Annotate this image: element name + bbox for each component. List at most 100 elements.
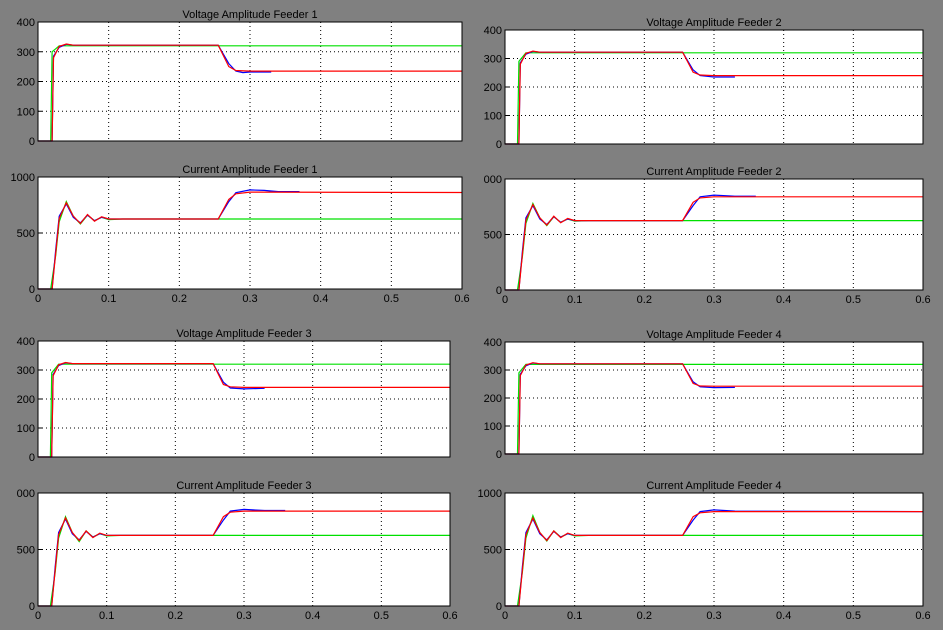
y-tick-label: 400 [484,337,502,349]
y-tick-label: 100 [484,421,502,433]
y-tick-label: 500 [484,545,502,557]
y-tick-label: 0 [29,284,35,296]
x-tick-label: 0.5 [846,610,861,622]
grid [505,30,923,144]
y-tick-label: 100 [484,111,502,123]
panel-title: Voltage Amplitude Feeder 1 [182,9,317,21]
y-tick-label: 500 [17,545,35,557]
y-tick-label: 0 [29,452,35,464]
y-tick-label: 500 [484,230,502,242]
grid [38,22,462,141]
y-tick-label: 400 [484,25,502,37]
y-tick-label: 0 [29,601,35,613]
x-tick-label: 0.1 [101,293,116,305]
grid [505,493,923,606]
grid [38,341,450,457]
series-line-red [38,361,450,458]
series-line-red [505,50,923,145]
y-tick-label: 400 [17,17,35,29]
x-tick-label: 0.2 [637,294,652,306]
x-tick-label: 0.1 [567,610,582,622]
x-tick-label: 0.4 [305,610,320,622]
axes-frame [37,21,463,142]
y-tick-label: 500 [17,228,35,240]
y-tick-label: 100 [17,106,35,118]
y-tick-label: 000 [484,174,502,186]
x-tick-label: 0.5 [374,610,389,622]
axes-frame [37,340,451,458]
axes-background [38,341,450,457]
y-tick-label: 0 [496,285,502,297]
x-tick-label: 0.2 [637,610,652,622]
x-tick-label: 0.6 [915,294,930,306]
y-tick-label: 100 [17,423,35,435]
series-line-red [38,191,463,290]
x-tick-label: 0.4 [776,294,791,306]
x-tick-label: 0.6 [915,610,930,622]
x-tick-label: 0.4 [313,293,328,305]
series-line-red [38,43,462,142]
y-tick-label: 400 [17,336,35,348]
x-tick-label: 0.1 [567,294,582,306]
y-tick-label: 200 [17,77,35,89]
y-tick-label: 300 [17,47,35,59]
panel-8: Current Amplitude Feeder 4 0 500 1000 0 0.1 0.… [478,480,931,622]
y-tick-label: 1000 [11,172,35,184]
series-line-red [505,362,923,455]
y-tick-label: 000 [17,488,35,500]
x-tick-label: 0 [35,293,41,305]
panel-title: Current Amplitude Feeder 4 [646,480,781,492]
y-tick-label: 300 [484,365,502,377]
y-tick-label: 300 [17,365,35,377]
axes-frame [504,341,924,455]
panel-title: Voltage Amplitude Feeder 2 [646,17,781,29]
panel-title: Current Amplitude Feeder 3 [176,480,311,492]
x-tick-label: 0.2 [168,610,183,622]
y-tick-label: 200 [484,393,502,405]
panel-2: Voltage Amplitude Feeder 2 0 100 200 300 400 [484,17,924,151]
grid [38,177,462,289]
y-tick-label: 200 [484,82,502,94]
y-tick-label: 0 [496,139,502,151]
grid [505,342,923,454]
axes-frame [504,178,924,291]
panel-1: Voltage Amplitude Feeder 1 0 100 200 300 400 [17,9,463,148]
series-line-red [505,196,923,291]
x-tick-label: 0.5 [384,293,399,305]
x-tick-label: 0.6 [442,610,457,622]
axes-frame [504,492,924,607]
y-tick-label: 200 [17,394,35,406]
x-tick-label: 0 [502,294,508,306]
x-tick-label: 0 [35,610,41,622]
x-tick-label: 0.3 [242,293,257,305]
grid [38,493,450,606]
x-tick-label: 0.3 [236,610,251,622]
y-tick-label: 0 [496,449,502,461]
y-tick-label: 300 [484,54,502,66]
x-tick-label: 0 [502,610,508,622]
x-tick-label: 0.2 [172,293,187,305]
panel-title: Voltage Amplitude Feeder 4 [646,329,781,341]
panel-title: Voltage Amplitude Feeder 3 [176,328,311,340]
panel-title: Current Amplitude Feeder 2 [646,166,781,178]
panel-5: Voltage Amplitude Feeder 3 0 100 200 300 400 [17,328,451,464]
grid [505,179,923,290]
panel-3: Current Amplitude Feeder 1 0 500 1000 0 0.1 0.… [11,164,470,305]
panel-title: Current Amplitude Feeder 1 [182,164,317,176]
x-tick-label: 0.1 [99,610,114,622]
x-tick-label: 0.5 [846,294,861,306]
x-tick-label: 0.3 [706,610,721,622]
x-tick-label: 0.3 [706,294,721,306]
axes-frame [504,29,924,145]
series-line-red [38,510,450,607]
panel-6: Voltage Amplitude Feeder 4 0 100 200 300 400 [484,329,924,461]
series-line-red [505,511,923,607]
axes-frame [37,176,463,290]
axes-frame [37,492,451,607]
x-tick-label: 0.6 [454,293,469,305]
y-tick-label: 0 [29,136,35,148]
